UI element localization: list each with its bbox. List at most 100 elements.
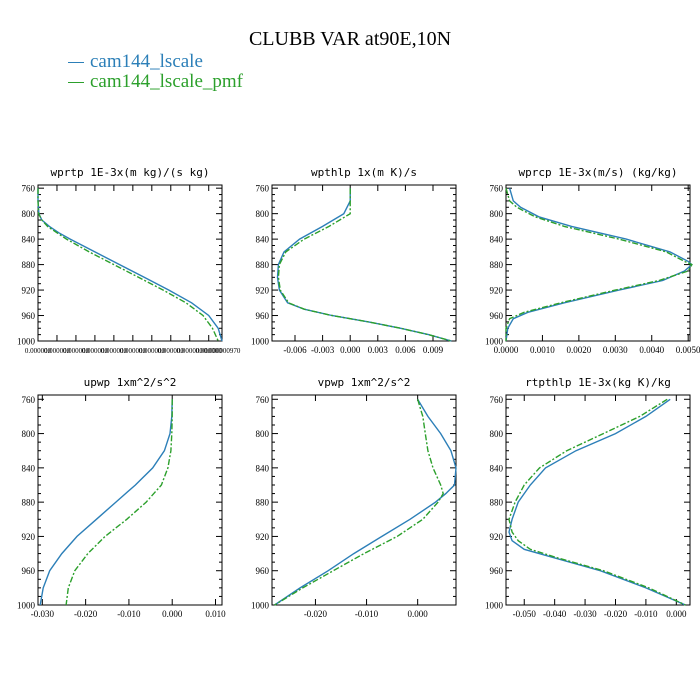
plot-frame-5: [271, 394, 457, 606]
x-tick-label-1-3: 0.000000: [82, 347, 109, 355]
y-tick-label-5-880: 880: [256, 498, 270, 508]
legend: cam144_lscale cam144_lscale_pmf: [68, 52, 243, 92]
x-tick-label-2-5: 0.009: [423, 345, 444, 355]
y-tick-label-3-880: 880: [490, 260, 504, 270]
plot-frame-3: [505, 184, 691, 342]
legend-item-2: cam144_lscale_pmf: [68, 72, 243, 92]
y-tick-label-6-800: 800: [490, 429, 504, 439]
y-tick-label-5-920: 920: [256, 532, 270, 542]
x-tick-label-2-4: 0.006: [395, 345, 416, 355]
x-tick-label-1-2: 0.000000: [63, 347, 90, 355]
plot-title-3: wprcp 1E-3x(m/s) (kg/kg): [519, 166, 678, 179]
series-line-2-2: [277, 188, 452, 342]
plot-frame-6: [505, 394, 691, 606]
y-tick-label-2-960: 960: [256, 311, 270, 321]
y-tick-label-4-800: 800: [22, 429, 36, 439]
y-tick-label-4-920: 920: [22, 532, 36, 542]
x-tick-label-3-4: 0.0040: [639, 345, 664, 355]
legend-swatch-1: [68, 61, 84, 64]
x-tick-label-3-2: 0.0020: [566, 345, 591, 355]
y-tick-label-6-960: 960: [490, 566, 504, 576]
x-tick-label-3-1: 0.0010: [530, 345, 555, 355]
y-tick-label-6-760: 760: [490, 395, 504, 405]
y-tick-label-4-880: 880: [22, 498, 36, 508]
x-tick-label-6-0: -0.050: [513, 609, 537, 619]
y-tick-label-4-1000: 1000: [17, 601, 36, 611]
y-tick-label-4-760: 760: [22, 395, 36, 405]
series-line-3-2: [505, 188, 693, 341]
x-tick-label-3-5: 0.0050: [676, 345, 700, 355]
x-tick-label-6-2: -0.030: [573, 609, 597, 619]
y-tick-label-2-760: 760: [256, 184, 270, 194]
series-line-6-2: [508, 398, 686, 606]
x-tick-label-1-0: 0.000000: [25, 347, 52, 355]
x-tick-label-4-2: -0.010: [117, 609, 141, 619]
y-tick-label-6-880: 880: [490, 498, 504, 508]
series-line-1-2: [37, 188, 219, 342]
x-tick-label-2-1: -0.003: [311, 345, 335, 355]
series-line-3-1: [505, 188, 693, 342]
x-tick-label-4-0: -0.030: [31, 609, 55, 619]
x-tick-label-6-4: -0.010: [634, 609, 658, 619]
y-tick-label-1-920: 920: [22, 286, 36, 296]
y-tick-label-2-840: 840: [256, 235, 270, 245]
x-tick-label-4-4: 0.010: [205, 609, 226, 619]
plot-title-2: wpthlp 1x(m K)/s: [311, 166, 417, 179]
series-line-2-1: [276, 188, 452, 342]
y-tick-label-5-960: 960: [256, 566, 270, 576]
y-tick-label-3-840: 840: [490, 235, 504, 245]
y-tick-label-3-760: 760: [490, 184, 504, 194]
plot-title-5: vpwp 1xm^2/s^2: [318, 376, 411, 389]
series-line-4-1: [39, 399, 173, 606]
x-tick-label-end-1: 0.000000970: [204, 347, 241, 355]
x-tick-label-1-6: 0.000000: [139, 347, 166, 355]
figure-title: CLUBB VAR at90E,10N: [248, 28, 452, 50]
x-tick-label-3-3: 0.0030: [603, 345, 628, 355]
y-tick-label-3-800: 800: [490, 209, 504, 219]
y-tick-label-2-920: 920: [256, 286, 270, 296]
y-tick-label-5-760: 760: [256, 395, 270, 405]
x-tick-label-6-5: 0.000: [666, 609, 687, 619]
series-line-5-1: [274, 398, 457, 606]
y-tick-label-2-880: 880: [256, 260, 270, 270]
y-tick-label-1-880: 880: [22, 260, 36, 270]
y-tick-label-6-920: 920: [490, 532, 504, 542]
y-tick-label-5-840: 840: [256, 463, 270, 473]
plot-title-4: upwp 1xm^2/s^2: [84, 376, 177, 389]
x-tick-label-1-4: 0.000000: [101, 347, 128, 355]
y-tick-label-2-800: 800: [256, 209, 270, 219]
x-tick-label-5-0: -0.020: [304, 609, 328, 619]
x-tick-label-1-9: 0.000000: [196, 347, 223, 355]
y-tick-label-2-1000: 1000: [251, 337, 270, 347]
y-tick-label-5-800: 800: [256, 429, 270, 439]
legend-label-2: cam144_lscale_pmf: [90, 71, 244, 92]
legend-label-1: cam144_lscale: [90, 51, 203, 72]
x-tick-label-3-0: 0.0000: [494, 345, 519, 355]
plot-frame-1: [37, 184, 223, 342]
y-tick-label-1-840: 840: [22, 235, 36, 245]
x-tick-label-5-1: -0.010: [355, 609, 379, 619]
plot-frame-2: [271, 184, 457, 342]
y-tick-label-1-960: 960: [22, 311, 36, 321]
series-line-5-2: [274, 399, 444, 606]
series-line-1-1: [37, 188, 223, 342]
y-tick-label-3-920: 920: [490, 286, 504, 296]
x-tick-label-2-0: -0.006: [283, 345, 307, 355]
legend-item-1: cam144_lscale: [68, 52, 243, 72]
plot-frame-4: [37, 394, 223, 606]
legend-swatch-2: [68, 81, 84, 84]
x-tick-label-2-2: 0.000: [340, 345, 361, 355]
y-tick-label-1-800: 800: [22, 209, 36, 219]
y-tick-label-3-1000: 1000: [485, 337, 504, 347]
y-tick-label-1-1000: 1000: [17, 337, 36, 347]
y-tick-label-6-1000: 1000: [485, 601, 504, 611]
series-line-6-1: [508, 398, 686, 606]
y-tick-label-6-840: 840: [490, 463, 504, 473]
x-tick-label-1-1: 0.000000: [44, 347, 71, 355]
plot-title-6: rtpthlp 1E-3x(kg K)/kg: [525, 376, 671, 389]
y-tick-label-5-1000: 1000: [251, 601, 270, 611]
y-tick-label-4-960: 960: [22, 566, 36, 576]
x-tick-label-1-8: 0.000000: [177, 347, 204, 355]
